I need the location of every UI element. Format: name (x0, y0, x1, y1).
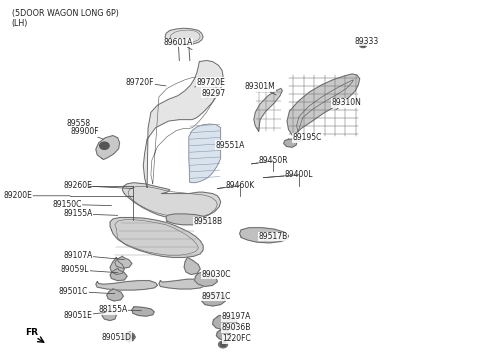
Polygon shape (213, 316, 237, 330)
Text: 89517B: 89517B (258, 232, 288, 241)
Circle shape (125, 333, 134, 340)
Text: 89200E: 89200E (3, 191, 70, 200)
Text: 88155A: 88155A (98, 305, 142, 314)
Text: 89460K: 89460K (217, 181, 254, 190)
Text: 89450R: 89450R (252, 157, 288, 166)
Text: 89571C: 89571C (201, 292, 230, 301)
Text: 89297: 89297 (202, 89, 226, 98)
Polygon shape (284, 139, 297, 147)
Polygon shape (194, 272, 217, 286)
Text: 89720F: 89720F (126, 78, 166, 87)
Text: 89260E: 89260E (64, 181, 133, 190)
Polygon shape (254, 88, 282, 131)
Polygon shape (144, 60, 223, 187)
Text: 89518B: 89518B (193, 217, 222, 226)
Polygon shape (110, 218, 203, 257)
Text: 89501C: 89501C (59, 287, 115, 296)
Circle shape (100, 142, 109, 149)
Circle shape (218, 341, 228, 348)
Text: (LH): (LH) (12, 19, 28, 28)
Polygon shape (102, 310, 116, 321)
Polygon shape (287, 74, 360, 136)
Polygon shape (165, 28, 203, 45)
Polygon shape (202, 293, 226, 306)
Circle shape (220, 342, 226, 347)
Polygon shape (159, 279, 208, 289)
Polygon shape (240, 228, 288, 243)
Text: 89900F: 89900F (70, 127, 103, 139)
Circle shape (359, 42, 367, 48)
Polygon shape (184, 257, 200, 274)
Polygon shape (110, 268, 127, 281)
Polygon shape (216, 330, 231, 340)
Polygon shape (124, 332, 135, 341)
Text: FR: FR (24, 328, 37, 337)
Text: 89036B: 89036B (222, 323, 251, 332)
Polygon shape (107, 289, 123, 301)
Text: 89197A: 89197A (222, 312, 251, 321)
Text: 89720E: 89720E (194, 78, 226, 87)
Text: 89030C: 89030C (201, 270, 231, 279)
Circle shape (360, 43, 365, 47)
Polygon shape (96, 281, 157, 290)
Text: 89601A: 89601A (163, 38, 192, 50)
Polygon shape (132, 307, 154, 316)
Text: 89059L: 89059L (60, 265, 118, 274)
Text: 89301M: 89301M (245, 83, 276, 95)
Text: 89051D: 89051D (101, 333, 131, 342)
Text: 89310N: 89310N (332, 98, 361, 110)
Text: 89551A: 89551A (216, 141, 245, 150)
Polygon shape (110, 257, 124, 274)
Polygon shape (189, 124, 221, 183)
Text: 89195C: 89195C (293, 133, 322, 142)
Text: 89400L: 89400L (264, 170, 313, 179)
Text: 89558: 89558 (66, 119, 97, 131)
Polygon shape (96, 135, 120, 159)
Text: 89107A: 89107A (63, 251, 124, 260)
Polygon shape (166, 214, 208, 225)
Text: (5DOOR WAGON LONG 6P): (5DOOR WAGON LONG 6P) (12, 9, 119, 18)
Text: 89150C: 89150C (53, 200, 111, 209)
Polygon shape (115, 256, 132, 268)
Text: 89333: 89333 (354, 37, 378, 47)
Text: 89155A: 89155A (63, 209, 118, 218)
Polygon shape (122, 183, 221, 219)
Text: 89051E: 89051E (64, 311, 105, 320)
Text: 1220FC: 1220FC (222, 334, 251, 343)
